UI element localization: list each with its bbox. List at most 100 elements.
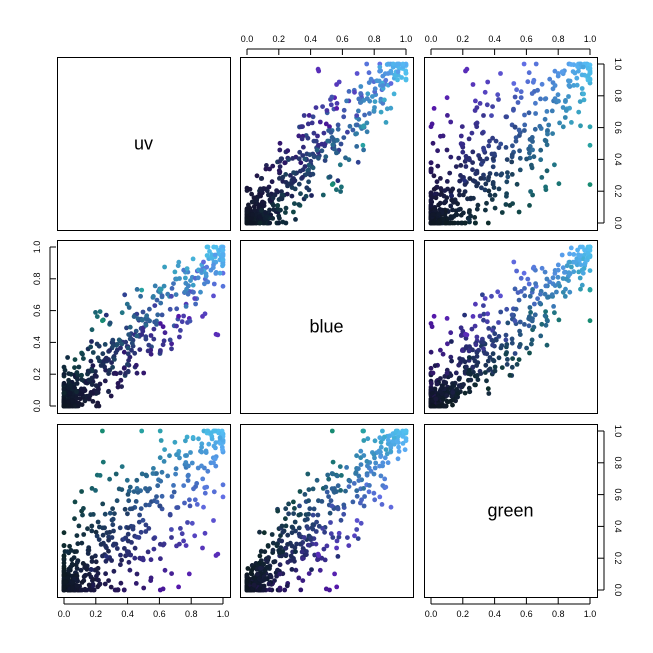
- scatter-point: [542, 116, 548, 122]
- scatter-point: [107, 320, 113, 326]
- scatter-point: [491, 358, 497, 364]
- scatter-point: [504, 306, 510, 312]
- scatter-point: [192, 533, 198, 539]
- tick-label: 0.8: [368, 34, 381, 44]
- scatter-point: [522, 286, 527, 291]
- scatter-point: [335, 506, 341, 512]
- scatter-point: [431, 173, 437, 179]
- scatter-point: [557, 283, 562, 289]
- scatter-point: [391, 91, 397, 97]
- scatter-point: [448, 154, 454, 160]
- scatter-point: [324, 108, 330, 113]
- scatter-point: [146, 342, 152, 348]
- scatter-point: [194, 502, 200, 507]
- scatter-point: [587, 124, 593, 130]
- scatter-point: [148, 557, 154, 563]
- scatter-point: [538, 157, 544, 163]
- scatter-point: [62, 367, 68, 373]
- scatter-point: [382, 455, 388, 461]
- scatter-point: [567, 78, 573, 84]
- scatter-point: [322, 529, 327, 535]
- tick-label: 0.6: [336, 34, 349, 44]
- scatter-point: [380, 73, 386, 79]
- scatter-point: [127, 324, 133, 330]
- scatter-point: [529, 318, 535, 324]
- scatter-point: [200, 545, 205, 551]
- scatter-point: [512, 286, 518, 292]
- scatter-point: [448, 354, 454, 360]
- scatter-point: [169, 286, 175, 291]
- scatter-point: [335, 483, 341, 489]
- scatter-point: [134, 534, 140, 540]
- panel-green-vs-uv: [57, 424, 231, 598]
- scatter-point: [309, 567, 314, 572]
- scatter-point: [457, 192, 462, 198]
- scatter-point: [179, 531, 185, 537]
- scatter-point: [485, 220, 491, 226]
- scatter-point: [431, 313, 437, 319]
- scatter-point: [81, 356, 86, 361]
- scatter-point: [528, 189, 533, 194]
- scatter-point: [296, 202, 302, 207]
- tick-label: 0.0: [425, 609, 438, 619]
- scatter-point: [157, 349, 163, 355]
- scatter-point: [504, 193, 509, 199]
- scatter-point: [395, 61, 401, 67]
- scatter-point: [477, 101, 483, 106]
- scatter-point: [109, 360, 114, 365]
- scatter-point: [148, 578, 154, 583]
- scatter-point: [572, 259, 578, 265]
- scatter-point: [264, 188, 270, 194]
- scatter-point: [212, 252, 218, 258]
- scatter-point: [157, 455, 163, 461]
- scatter-point: [102, 511, 108, 517]
- scatter-point: [486, 174, 492, 180]
- scatter-point: [492, 205, 498, 211]
- scatter-point: [327, 174, 333, 180]
- scatter-point: [305, 135, 311, 141]
- scatter-point: [267, 166, 272, 172]
- scatter-point: [516, 357, 522, 362]
- scatter-point: [587, 69, 593, 75]
- scatter-point: [385, 460, 391, 466]
- scatter-point: [154, 499, 160, 505]
- scatter-point: [329, 182, 335, 188]
- scatter-point: [455, 391, 461, 396]
- scatter-point: [507, 372, 513, 378]
- scatter-point: [435, 148, 440, 154]
- right-axis-green: 0.0 0.2 0.4 0.6 0.8 1.0: [598, 425, 623, 596]
- scatter-point: [108, 393, 114, 399]
- scatter-point: [257, 214, 263, 220]
- scatter-point: [556, 181, 562, 187]
- scatter-point: [354, 518, 360, 523]
- scatter-point: [276, 220, 282, 226]
- scatter-point: [68, 383, 73, 389]
- scatter-point: [283, 172, 289, 177]
- scatter-point: [453, 164, 459, 170]
- scatter-point: [110, 337, 116, 343]
- scatter-point: [143, 472, 149, 478]
- scatter-point: [244, 206, 250, 212]
- scatter-point: [143, 529, 149, 534]
- scatter-point: [378, 454, 383, 459]
- scatter-point: [524, 156, 529, 162]
- scatter-point: [270, 163, 276, 169]
- scatter-point: [292, 178, 297, 184]
- scatter-point: [552, 283, 558, 288]
- scatter-point: [306, 511, 311, 517]
- scatter-point: [317, 119, 323, 125]
- scatter-point: [481, 317, 486, 323]
- scatter-point: [220, 247, 226, 253]
- scatter-point: [279, 189, 284, 195]
- scatter-point: [447, 399, 453, 404]
- scatter-point: [114, 498, 120, 504]
- variable-label-blue: blue: [309, 317, 343, 337]
- scatter-point: [182, 500, 187, 506]
- scatter-point: [577, 275, 583, 281]
- scatter-point: [301, 113, 307, 118]
- scatter-point: [364, 472, 370, 478]
- scatter-point: [311, 154, 317, 160]
- scatter-point: [264, 564, 270, 570]
- scatter-point: [310, 486, 316, 492]
